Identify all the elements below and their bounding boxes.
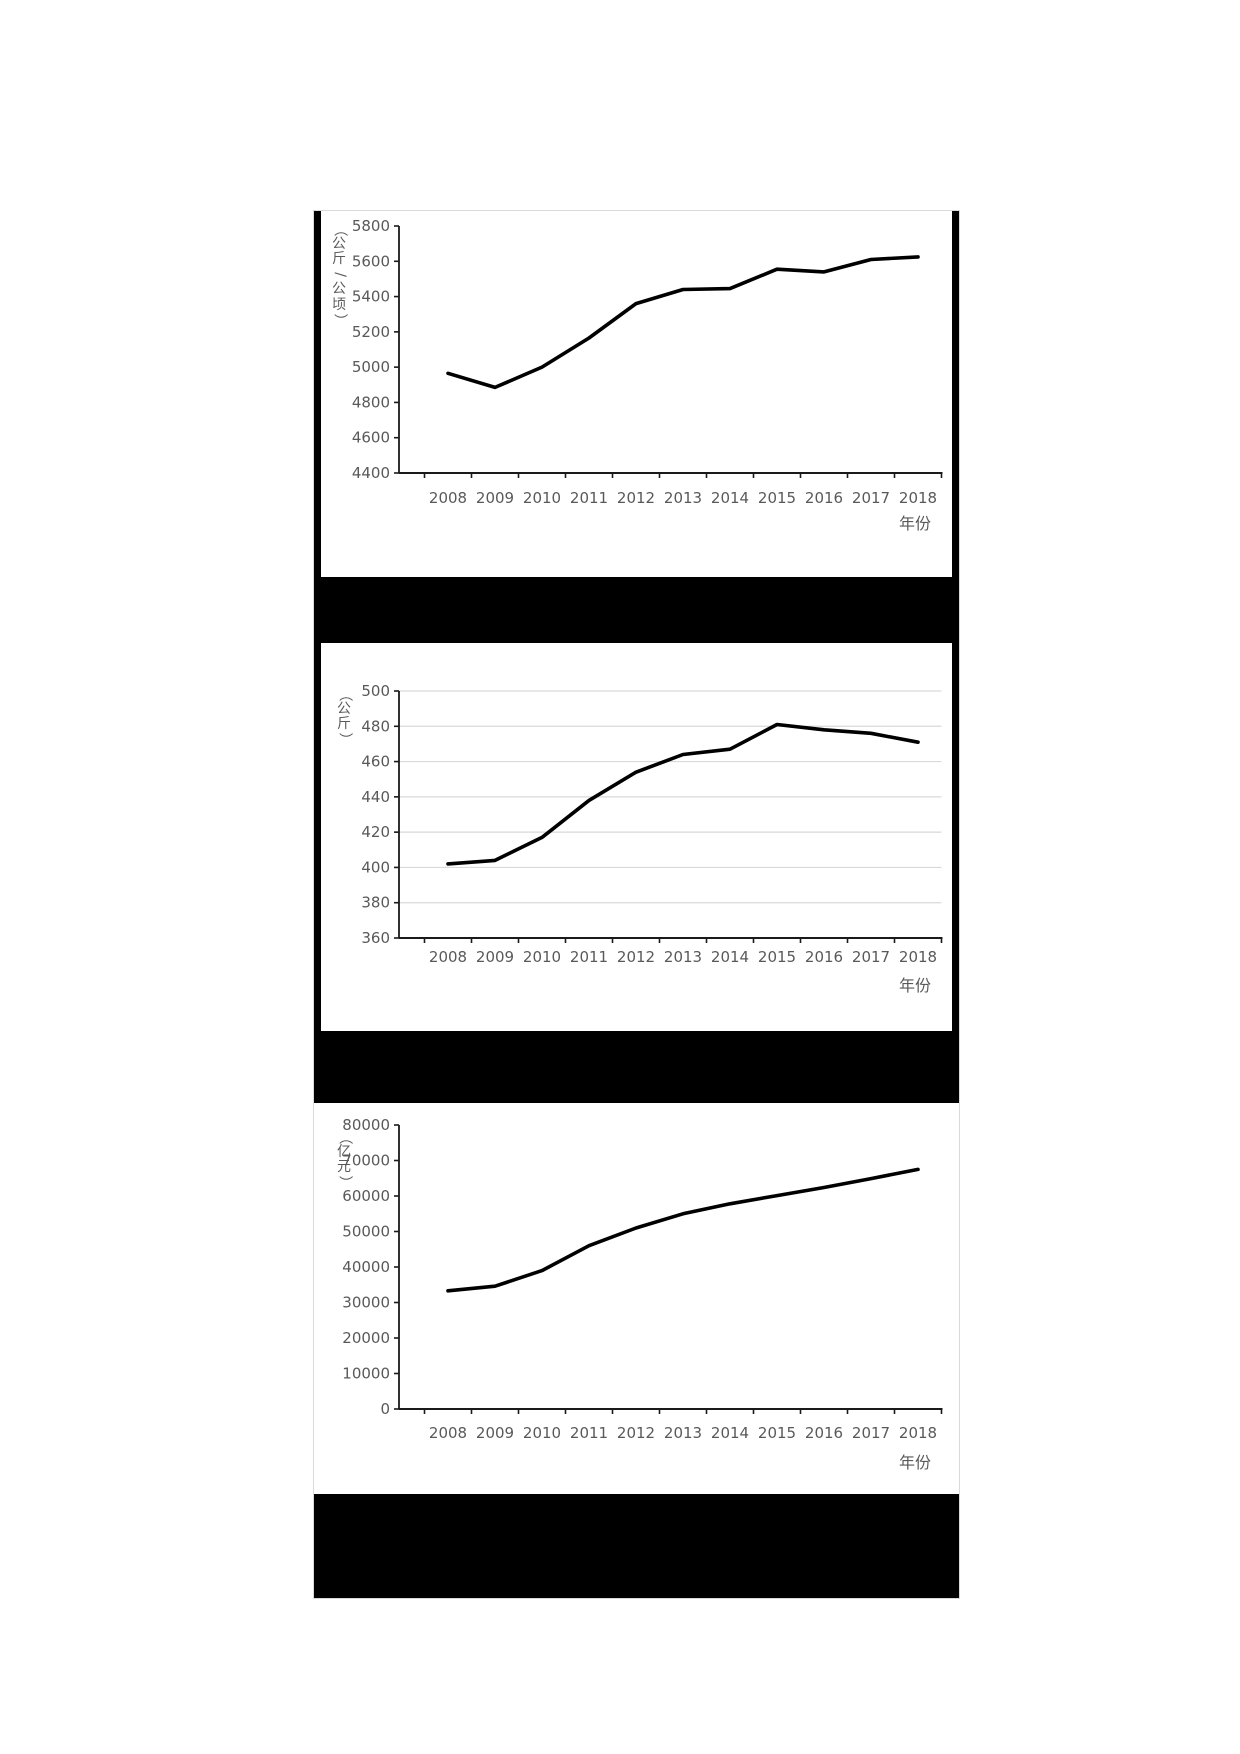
redaction-band-2 <box>314 1031 959 1103</box>
x-axis-title: 年份 <box>899 514 931 533</box>
x-tick-label: 2012 <box>617 489 655 507</box>
x-tick-label: 2008 <box>429 948 467 966</box>
y-axis-unit-char: 斤 <box>337 716 351 733</box>
y-tick-label: 30000 <box>342 1294 390 1312</box>
redaction-band-1 <box>314 577 959 643</box>
x-axis-title: 年份 <box>899 1453 931 1472</box>
y-tick-label: 480 <box>361 717 390 735</box>
x-tick-label: 2015 <box>758 1424 796 1442</box>
left-black-border <box>314 211 321 1032</box>
x-tick-label: 2008 <box>429 1424 467 1442</box>
x-tick-label: 2009 <box>476 948 514 966</box>
y-tick-label: 0 <box>380 1400 390 1418</box>
x-axis-title: 年份 <box>899 976 931 995</box>
y-tick-label: 5400 <box>352 288 390 306</box>
y-axis-unit-char: 公 <box>332 236 346 253</box>
x-tick-label: 2012 <box>617 948 655 966</box>
y-tick-label: 5000 <box>352 358 390 376</box>
y-tick-label: 80000 <box>342 1116 390 1134</box>
x-tick-label: 2012 <box>617 1424 655 1442</box>
y-tick-label: 60000 <box>342 1187 390 1205</box>
y-tick-label: 20000 <box>342 1329 390 1347</box>
y-tick-label: 5800 <box>352 217 390 235</box>
y-tick-label: 40000 <box>342 1258 390 1276</box>
x-tick-label: 2016 <box>805 489 843 507</box>
x-tick-label: 2013 <box>664 948 702 966</box>
x-tick-label: 2014 <box>711 1424 749 1442</box>
x-tick-label: 2014 <box>711 948 749 966</box>
x-tick-label: 2017 <box>852 1424 890 1442</box>
x-tick-label: 2010 <box>523 948 561 966</box>
y-axis-unit-label-output-value: （亿元） <box>333 1130 355 1190</box>
y-tick-label: 5200 <box>352 323 390 341</box>
x-tick-label: 2009 <box>476 489 514 507</box>
x-tick-label: 2016 <box>805 948 843 966</box>
x-tick-label: 2017 <box>852 489 890 507</box>
y-tick-label: 50000 <box>342 1223 390 1241</box>
y-tick-label: 420 <box>361 823 390 841</box>
x-tick-label: 2015 <box>758 489 796 507</box>
y-axis-unit-char: 元 <box>337 1159 351 1176</box>
y-axis-unit-char: 公 <box>337 701 351 718</box>
y-tick-label: 5600 <box>352 252 390 270</box>
y-tick-label: 4400 <box>352 464 390 482</box>
line-chart-per-capita: 500 480 460 440 420 400 380 360 2008 2009 2010 2011… <box>361 682 943 995</box>
chart-panel-yield: （公斤 / 公顷） 5800 5600 5400 5200 5000 4800 4600 4400… <box>314 211 959 577</box>
line-chart-output-value: 80000 70000 60000 50000 40000 30000 20000 10000… <box>342 1116 943 1472</box>
chart-panel-per-capita: （公斤） 500 480 460 440 420 400 380 360 2008 2009 201… <box>314 643 959 1031</box>
x-tick-label: 2018 <box>899 948 937 966</box>
y-tick-label: 400 <box>361 858 390 876</box>
x-tick-label: 2010 <box>523 1424 561 1442</box>
x-tick-label: 2011 <box>570 489 608 507</box>
x-tick-label: 2014 <box>711 489 749 507</box>
data-series-line <box>446 1167 920 1293</box>
y-tick-label: 4800 <box>352 393 390 411</box>
y-tick-label: 360 <box>361 929 390 947</box>
x-tick-label: 2017 <box>852 948 890 966</box>
y-axis-unit-label-per-capita: （公斤） <box>333 687 355 747</box>
data-series-line <box>446 722 920 866</box>
x-tick-label: 2008 <box>429 489 467 507</box>
x-tick-label: 2018 <box>899 1424 937 1442</box>
data-series-line <box>446 255 920 390</box>
redaction-band-3 <box>314 1494 959 1598</box>
chart-panel-output-value: （亿元） 80000 70000 60000 50000 40000 30000 20000… <box>314 1103 959 1494</box>
figure-box: （公斤 / 公顷） 5800 5600 5400 5200 5000 4800 4600 4400… <box>313 210 960 1599</box>
x-tick-label: 2015 <box>758 948 796 966</box>
y-tick-label: 440 <box>361 788 390 806</box>
x-tick-label: 2016 <box>805 1424 843 1442</box>
y-tick-label: 460 <box>361 753 390 771</box>
right-black-border <box>952 211 959 1032</box>
x-tick-label: 2010 <box>523 489 561 507</box>
x-tick-label: 2011 <box>570 948 608 966</box>
y-axis-unit-char: 斤 <box>332 251 346 268</box>
y-tick-label: 380 <box>361 894 390 912</box>
y-axis-unit-char: 亿 <box>337 1144 351 1161</box>
y-tick-label: 4600 <box>352 429 390 447</box>
x-tick-label: 2011 <box>570 1424 608 1442</box>
y-tick-label: 70000 <box>342 1152 390 1170</box>
y-axis-unit-char: 公 <box>332 281 346 298</box>
x-tick-label: 2009 <box>476 1424 514 1442</box>
x-tick-label: 2013 <box>664 489 702 507</box>
x-tick-label: 2013 <box>664 1424 702 1442</box>
x-tick-label: 2018 <box>899 489 937 507</box>
y-tick-label: 10000 <box>342 1365 390 1383</box>
y-axis-unit-char: 顷 <box>332 296 346 313</box>
line-chart-yield: 5800 5600 5400 5200 5000 4800 4600 4400 2008 2009… <box>352 217 943 533</box>
y-tick-label: 500 <box>361 682 390 700</box>
y-axis-unit-label-yield: （公斤 / 公顷） <box>328 222 350 328</box>
